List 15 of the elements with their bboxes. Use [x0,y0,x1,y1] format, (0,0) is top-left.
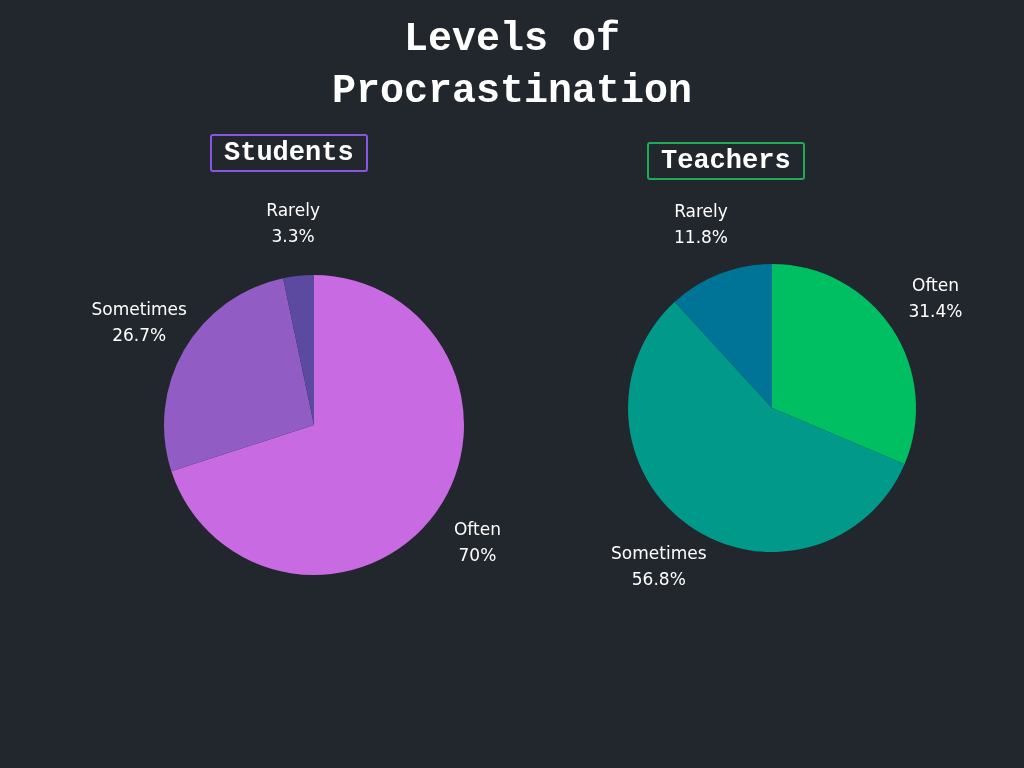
chart-subtitle: Teachers [647,142,805,180]
slice-label: Rarely [266,199,320,220]
data-label: 56.8% [631,569,686,590]
slice-label: Often [453,519,501,540]
slice-label: Sometimes [611,543,707,564]
data-label: 11.8% [673,226,728,247]
data-label: 31.4% [908,301,963,322]
data-label: 70% [458,545,497,566]
slice-label: Rarely [674,200,728,221]
slice-label: Sometimes [91,299,188,320]
chart-subtitle: Students [210,134,368,172]
chart-title: Levels of Procrastination [330,16,694,116]
slice-label: Often [911,275,959,296]
data-label: 26.7% [112,325,167,346]
data-label: 3.3% [271,225,315,246]
